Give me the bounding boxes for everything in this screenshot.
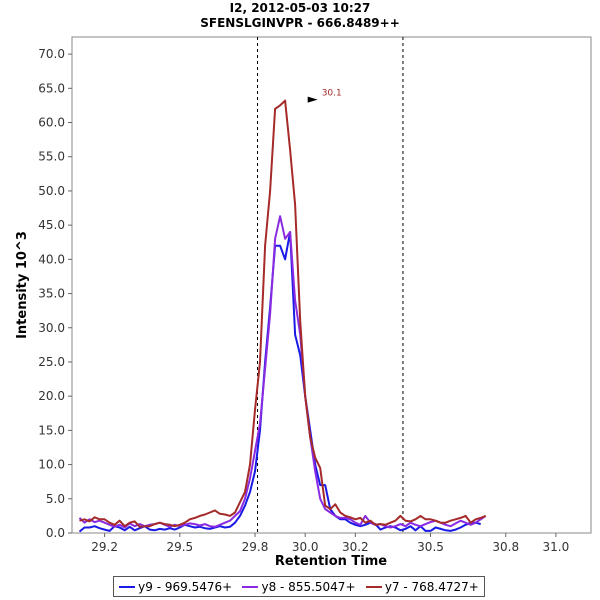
x-axis-label: Retention Time — [275, 554, 387, 569]
y-tick-label: 40.0 — [38, 252, 65, 266]
plot-area — [71, 36, 592, 534]
y-tick-label: 65.0 — [38, 81, 65, 95]
legend-swatch — [242, 585, 259, 588]
chart-legend: y9 - 969.5476+ y8 - 855.5047+ y7 - 768.472… — [113, 576, 485, 597]
y-tick-label: 20.0 — [38, 389, 65, 403]
x-tick-label: 31.0 — [543, 540, 570, 554]
y-tick-label: 70.0 — [38, 47, 65, 61]
y-tick-label: 60.0 — [38, 116, 65, 130]
legend-swatch — [365, 585, 382, 588]
legend-swatch — [119, 585, 136, 588]
chart-subtitle: SFENSLGINVPR - 666.8489++ — [200, 16, 400, 30]
x-tick-label: 30.5 — [417, 540, 444, 554]
y-tick-label: 10.0 — [38, 458, 65, 472]
series-line-3 — [79, 99, 487, 528]
legend-item: y8 - 855.5047+ — [242, 579, 356, 594]
chart-title: I2, 2012-05-03 10:27 — [230, 1, 371, 15]
y-tick-label: 50.0 — [38, 184, 65, 198]
series-line-1 — [78, 231, 481, 533]
legend-item: y9 - 969.5476+ — [119, 580, 232, 594]
x-tick-label: 30.2 — [342, 540, 369, 554]
legend-label: y8 - 855.5047+ — [261, 579, 356, 594]
x-tick-label: 29.8 — [242, 540, 269, 554]
y-tick-label: 30.0 — [38, 321, 65, 335]
y-tick-label: 5.0 — [46, 492, 65, 506]
y-tick-label: 25.0 — [38, 355, 65, 369]
y-tick-label: 35.0 — [38, 287, 65, 301]
peak-marker-icon — [307, 96, 318, 103]
legend-label: y7 - 768.4727+ — [384, 579, 479, 594]
x-tick-label: 30.0 — [292, 540, 319, 554]
x-tick-label: 30.8 — [492, 540, 519, 554]
y-tick-label: 15.0 — [38, 423, 65, 437]
y-tick-label: 0.0 — [46, 526, 65, 540]
x-tick-label: 29.2 — [91, 540, 118, 554]
x-tick-label: 29.5 — [166, 540, 193, 554]
y-tick-label: 45.0 — [38, 218, 65, 232]
y-tick-label: 55.0 — [38, 150, 65, 164]
legend-item: y7 - 768.4727+ — [365, 579, 479, 594]
y-axis-label: Intensity 10^3 — [15, 231, 30, 339]
peak-annotation-label: 30.1 — [322, 89, 342, 99]
legend-label: y9 - 969.5476+ — [138, 579, 233, 594]
